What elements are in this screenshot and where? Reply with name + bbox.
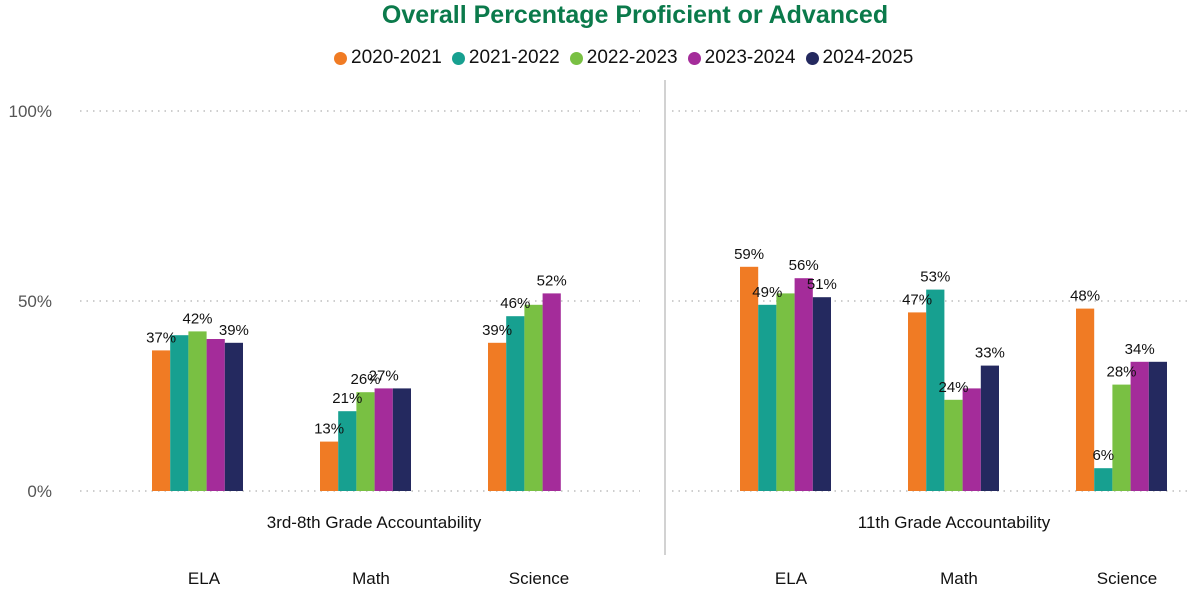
data-label: 21% xyxy=(332,390,362,407)
legend-swatch xyxy=(805,51,819,65)
panel-label: 11th Grade Accountability xyxy=(858,513,1051,532)
panel-label: 3rd-8th Grade Accountability xyxy=(267,513,482,532)
bar xyxy=(962,388,981,491)
legend-item-2021-2022: 2021-2022 xyxy=(451,47,560,69)
bar xyxy=(1112,384,1131,491)
data-label: 26% xyxy=(350,371,380,388)
data-label: 33% xyxy=(975,345,1005,362)
legend-swatch xyxy=(334,51,347,65)
bar xyxy=(206,339,225,491)
data-label: 49% xyxy=(752,284,782,301)
bar xyxy=(1130,361,1149,491)
bar xyxy=(524,304,543,491)
legend-swatch xyxy=(569,51,583,65)
bar xyxy=(944,399,963,491)
bar xyxy=(224,342,243,491)
category-label: Math xyxy=(352,569,390,588)
data-label: 13% xyxy=(314,421,344,438)
bar xyxy=(812,297,831,491)
bar xyxy=(980,365,999,491)
bar xyxy=(488,342,507,491)
chart-title: Overall Percentage Proficient or Advance… xyxy=(381,1,889,29)
legend-swatch xyxy=(687,51,701,65)
bar xyxy=(926,289,945,491)
legend-item-2020-2021: 2020-2021 xyxy=(334,47,442,69)
y-tick-label: 50% xyxy=(18,292,52,311)
legend-item-2022-2023: 2022-2023 xyxy=(569,47,678,69)
category-label: Math xyxy=(940,569,978,588)
bar xyxy=(392,388,411,491)
bar xyxy=(776,293,795,491)
data-label: 59% xyxy=(734,246,764,263)
legend-label: 2020-2021 xyxy=(351,47,442,68)
y-tick-label: 0% xyxy=(27,482,52,501)
data-label: 56% xyxy=(789,257,819,274)
data-label: 39% xyxy=(219,322,249,339)
chart-legend: 2020-2021 2021-2022 2022-2023 2023-2024 … xyxy=(334,47,923,69)
legend-swatch xyxy=(451,51,465,65)
data-label: 46% xyxy=(500,295,530,312)
data-label: 24% xyxy=(938,379,968,396)
category-label: ELA xyxy=(775,569,808,588)
data-label: 47% xyxy=(902,291,932,308)
bar xyxy=(356,392,375,491)
data-label: 42% xyxy=(182,310,212,327)
bar xyxy=(542,293,561,491)
legend-label: 2021-2022 xyxy=(468,47,560,68)
y-tick-label: 100% xyxy=(9,102,52,121)
category-label: Science xyxy=(509,569,569,588)
data-label: 27% xyxy=(369,367,399,384)
data-label: 52% xyxy=(537,272,567,289)
data-label: 6% xyxy=(1092,447,1114,464)
bar xyxy=(740,266,759,491)
category-label: ELA xyxy=(188,569,221,588)
bar xyxy=(188,331,207,491)
bar xyxy=(908,312,927,491)
legend-label: 2022-2023 xyxy=(586,47,678,68)
bar xyxy=(152,350,171,491)
category-label: Science xyxy=(1097,569,1157,588)
data-label: 53% xyxy=(920,269,950,286)
legend-item-2024-2025: 2024-2025 xyxy=(805,47,914,69)
bar xyxy=(374,388,393,491)
bar xyxy=(1076,308,1095,491)
legend-label: 2023-2024 xyxy=(704,47,796,68)
bar xyxy=(320,441,339,491)
data-label: 39% xyxy=(482,322,512,339)
bar xyxy=(1148,361,1167,491)
data-label: 48% xyxy=(1070,288,1100,305)
bar xyxy=(794,278,813,491)
data-label: 51% xyxy=(807,276,837,293)
data-label: 37% xyxy=(146,329,176,346)
bar xyxy=(338,411,357,491)
bar xyxy=(1094,468,1113,491)
data-label: 34% xyxy=(1125,341,1155,358)
legend-label: 2024-2025 xyxy=(822,47,914,68)
bar xyxy=(506,316,525,491)
data-label: 28% xyxy=(1106,364,1136,381)
bar xyxy=(758,304,777,491)
bar xyxy=(170,335,189,491)
legend-item-2023-2024: 2023-2024 xyxy=(687,47,796,69)
